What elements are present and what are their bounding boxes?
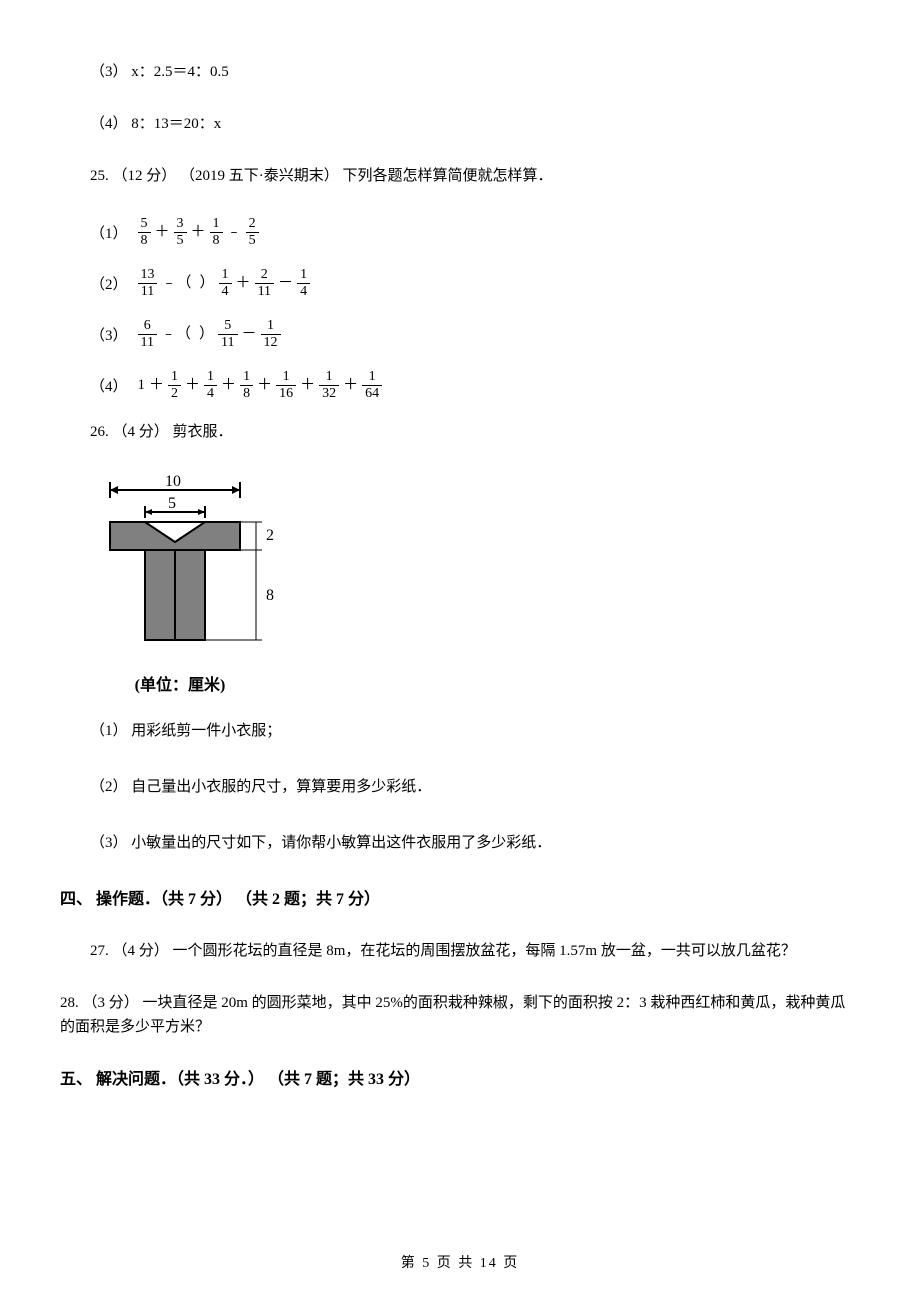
q25-eq4: （4） 1＋12＋14＋18＋116＋132＋164 bbox=[60, 369, 860, 402]
q25-eq3: （3） 611﹣（）511－112 bbox=[60, 318, 860, 351]
q26-caption: (单位：厘米) bbox=[90, 671, 270, 695]
section5-heading: 五、 解决问题．（共 33 分．） （共 7 题；共 33 分） bbox=[60, 1067, 860, 1093]
eq1-label: （1） bbox=[90, 222, 128, 243]
eq3-label: （3） bbox=[90, 324, 128, 345]
svg-text:10: 10 bbox=[165, 473, 181, 490]
svg-text:5: 5 bbox=[168, 495, 176, 512]
eq1-expr: 58＋35＋18﹣25 bbox=[138, 216, 259, 249]
q26-diagram-wrap: 10 5 2 8 (单位：厘米) bbox=[90, 472, 860, 695]
q26-sub3: （3） 小敏量出的尺寸如下，请你帮小敏算出这件衣服用了多少彩纸． bbox=[60, 831, 860, 855]
section4-heading: 四、 操作题．（共 7 分） （共 2 题；共 7 分） bbox=[60, 887, 860, 913]
svg-text:8: 8 bbox=[266, 587, 274, 604]
q28: 28. （3 分） 一块直径是 20m 的圆形菜地，其中 25%的面积栽种辣椒，… bbox=[60, 991, 860, 1039]
svg-text:2: 2 bbox=[266, 527, 274, 544]
eq2-expr: 1311﹣（）14＋211－14 bbox=[138, 267, 311, 300]
q24-sub4: （4） 8：13＝20：x bbox=[60, 112, 860, 136]
page-footer: 第 5 页 共 14 页 bbox=[0, 1252, 920, 1272]
eq3-expr: 611﹣（）511－112 bbox=[138, 318, 281, 351]
q26-stem: 26. （4 分） 剪衣服． bbox=[60, 420, 860, 444]
q25-eq2: （2） 1311﹣（）14＋211－14 bbox=[60, 267, 860, 300]
q24-sub3: （3） x：2.5＝4：0.5 bbox=[60, 60, 860, 84]
shirt-diagram: 10 5 2 8 bbox=[90, 472, 280, 662]
q25-eq1: （1） 58＋35＋18﹣25 bbox=[60, 216, 860, 249]
q27: 27. （4 分） 一个圆形花坛的直径是 8m，在花坛的周围摆放盆花，每隔 1.… bbox=[60, 939, 860, 963]
eq2-label: （2） bbox=[90, 273, 128, 294]
eq4-expr: 1＋12＋14＋18＋116＋132＋164 bbox=[138, 369, 383, 402]
q26-sub2: （2） 自己量出小衣服的尺寸，算算要用多少彩纸． bbox=[60, 775, 860, 799]
q26-sub1: （1） 用彩纸剪一件小衣服； bbox=[60, 719, 860, 743]
eq4-label: （4） bbox=[90, 375, 128, 396]
q25-stem: 25. （12 分） （2019 五下·泰兴期末） 下列各题怎样算简便就怎样算． bbox=[60, 164, 860, 188]
